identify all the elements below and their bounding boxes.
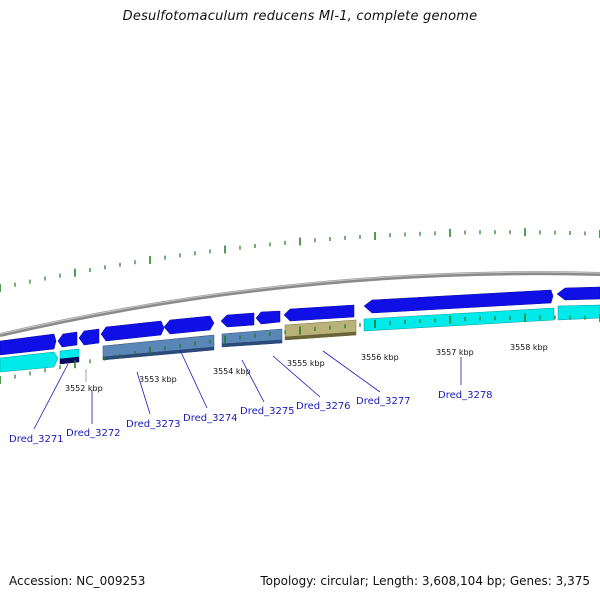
genome-summary-text: Topology: circular; Length: 3,608,104 bp…	[260, 574, 590, 588]
kbp-label: 3555 kbp	[287, 359, 325, 368]
gene-leader	[241, 359, 265, 403]
gene-arrow[interactable]	[100, 320, 165, 342]
gene-arrow[interactable]	[557, 304, 600, 321]
gene-leader	[272, 355, 321, 398]
genome-backbone	[0, 271, 600, 337]
kbp-label: 3554 kbp	[213, 367, 251, 376]
gene-arrow[interactable]	[363, 289, 554, 314]
genome-backbone-highlight	[0, 271, 600, 335]
gene-arrow[interactable]	[363, 307, 555, 332]
scale-ticks-inner	[0, 313, 600, 384]
gene-label[interactable]: Dred_3272	[66, 428, 121, 439]
gene-label[interactable]: Dred_3271	[9, 434, 64, 445]
gene-arrow[interactable]	[163, 315, 215, 335]
forward-strand-genes	[0, 286, 600, 356]
gene-label[interactable]: Dred_3273	[126, 419, 181, 430]
gene-arrow[interactable]	[0, 333, 57, 356]
gene-label[interactable]: Dred_3276	[296, 401, 351, 412]
gene-arrow[interactable]	[221, 339, 283, 348]
gene-arrow[interactable]	[283, 304, 355, 322]
gene-arrow[interactable]	[255, 310, 281, 325]
gene-arrow[interactable]	[0, 351, 59, 373]
gene-label[interactable]: Dred_3274	[183, 413, 238, 424]
gene-arrow[interactable]	[78, 328, 100, 346]
gene-arrow[interactable]	[220, 312, 255, 328]
gene-leader	[322, 350, 381, 393]
gene-label[interactable]: Dred_3277	[356, 396, 411, 407]
gene-label-leaders	[33, 349, 462, 430]
map-title: Desulfotomaculum reducens MI-1, complete…	[122, 9, 478, 24]
accession-text: Accession: NC_009253	[9, 574, 146, 588]
gene-label[interactable]: Dred_3278	[438, 390, 493, 401]
gene-leader	[179, 349, 208, 409]
kbp-label: 3557 kbp	[436, 348, 474, 357]
gene-arrow[interactable]	[284, 331, 357, 341]
gene-leader	[33, 363, 69, 430]
reverse-strand-genes	[0, 304, 600, 373]
gene-labels: Dred_3271 Dred_3272 Dred_3273 Dred_3274 …	[9, 390, 493, 445]
gene-arrow[interactable]	[556, 286, 600, 301]
gene-leader	[136, 371, 151, 415]
kbp-label: 3552 kbp	[65, 384, 103, 393]
scale-ticks-outer	[0, 228, 600, 292]
kbp-scale-labels: 3552 kbp 3553 kbp 3554 kbp 3555 kbp 3556…	[65, 343, 548, 393]
kbp-label: 3553 kbp	[139, 375, 177, 384]
gene-arrow[interactable]	[57, 331, 78, 348]
kbp-label: 3556 kbp	[361, 353, 399, 362]
gene-label[interactable]: Dred_3275	[240, 406, 295, 417]
kbp-label: 3558 kbp	[510, 343, 548, 352]
gene-arrow[interactable]	[102, 346, 215, 361]
